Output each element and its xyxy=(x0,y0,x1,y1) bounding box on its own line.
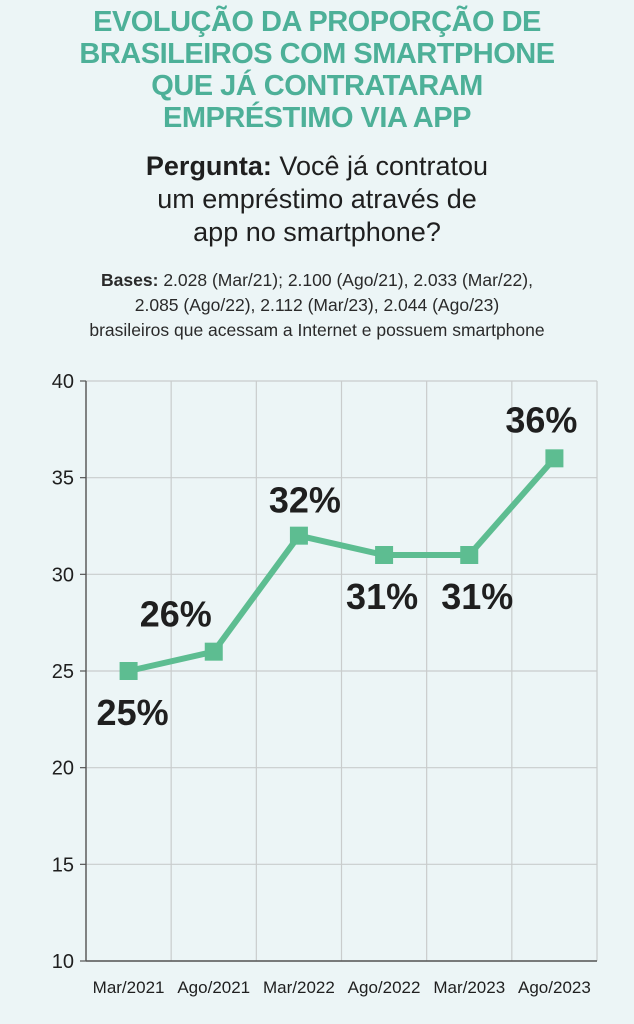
series-line xyxy=(125,455,558,674)
data-point-marker xyxy=(289,526,308,545)
data-label: 31% xyxy=(346,576,418,617)
bases-line-3: brasileiros que acessam a Internet e pos… xyxy=(89,320,545,340)
question-line-1: Pergunta: Você já contratou xyxy=(0,150,634,183)
chart-title-line-3: QUE JÁ CONTRATARAM xyxy=(151,70,483,102)
chart-axes: 10 15 20 25 30 35 40 Mar/2021 Ago/2021 Mar/2022 Ag… xyxy=(52,371,597,997)
y-tick-label: 10 xyxy=(52,951,74,973)
data-label: 36% xyxy=(505,399,577,440)
y-tick-label: 25 xyxy=(52,661,74,683)
chart-data-labels: 25% 26% 32% 31% 31% 36% xyxy=(97,399,578,733)
chart-title-line-2: BRASILEIROS COM SMARTPHONE xyxy=(79,38,555,70)
y-tick-label: 20 xyxy=(52,758,74,780)
data-point-marker xyxy=(375,546,394,564)
chart-grid xyxy=(85,380,598,962)
y-tick-label: 40 xyxy=(52,371,74,393)
x-tick-label: Mar/2023 xyxy=(433,978,505,997)
data-point-marker xyxy=(204,642,223,661)
chart-title-line-1: EVOLUÇÃO DA PROPORÇÃO DE xyxy=(93,6,541,38)
x-tick-label: Ago/2022 xyxy=(348,978,421,997)
question-line-2: um empréstimo através de xyxy=(157,184,477,214)
data-label: 26% xyxy=(140,594,212,635)
chart-series xyxy=(119,449,564,680)
data-label: 31% xyxy=(441,576,513,617)
data-point-marker xyxy=(460,546,479,564)
question-text: Pergunta: Você já contratou um empréstim… xyxy=(0,150,634,249)
bases-line-1-rest: 2.028 (Mar/21); 2.100 (Ago/21), 2.033 (M… xyxy=(158,270,533,290)
bases-text: Bases: 2.028 (Mar/21); 2.100 (Ago/21), 2… xyxy=(0,268,634,343)
x-tick-label: Mar/2021 xyxy=(93,978,165,997)
question-line-1-rest: Você já contratou xyxy=(271,151,489,181)
chart-title-line-4: EMPRÉSTIMO VIA APP xyxy=(163,102,471,134)
y-tick-label: 35 xyxy=(52,468,74,490)
data-point-marker xyxy=(119,662,138,680)
data-label: 25% xyxy=(97,692,169,733)
x-tick-label: Ago/2021 xyxy=(177,978,250,997)
question-label: Pergunta: xyxy=(145,151,272,181)
y-tick-label: 15 xyxy=(52,854,74,876)
question-line-3: app no smartphone? xyxy=(193,217,441,247)
bases-label: Bases: xyxy=(101,270,159,290)
y-tick-label: 30 xyxy=(52,564,74,586)
data-label: 32% xyxy=(269,480,341,521)
bases-line-2: 2.085 (Ago/22), 2.112 (Mar/23), 2.044 (A… xyxy=(134,295,500,315)
chart-title: EVOLUÇÃO DA PROPORÇÃO DE BRASILEIROS COM… xyxy=(0,6,634,134)
data-point-marker xyxy=(545,449,564,468)
bases-line-1: Bases: 2.028 (Mar/21); 2.100 (Ago/21), 2… xyxy=(0,268,634,293)
x-tick-label: Mar/2022 xyxy=(263,978,335,997)
x-tick-label: Ago/2023 xyxy=(518,978,591,997)
